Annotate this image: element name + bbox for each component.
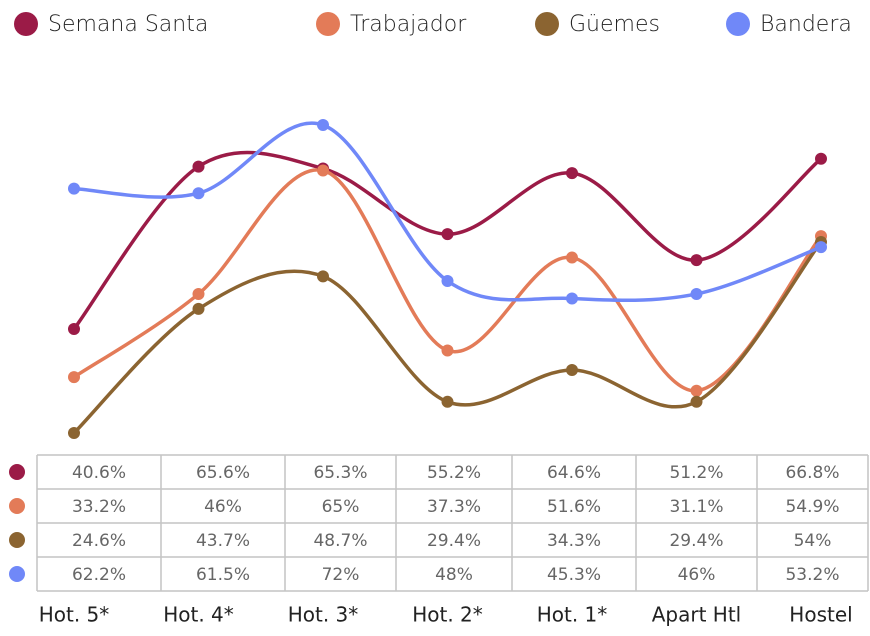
point bbox=[690, 287, 703, 300]
x-tick-label: Hot. 1* bbox=[537, 603, 608, 627]
series-line bbox=[73, 121, 822, 303]
point bbox=[441, 395, 454, 408]
point bbox=[317, 270, 329, 283]
table-cell: 46% bbox=[204, 497, 242, 517]
row-swatch bbox=[9, 498, 25, 514]
point bbox=[441, 274, 454, 287]
x-tick-label: Hot. 3* bbox=[288, 603, 359, 627]
point bbox=[317, 119, 329, 131]
point bbox=[192, 302, 205, 315]
point bbox=[441, 228, 454, 241]
table-cell: 72% bbox=[322, 565, 360, 585]
point bbox=[566, 292, 578, 305]
row-swatch bbox=[9, 566, 25, 582]
table-cell: 61.5% bbox=[196, 565, 250, 585]
legend-label: Bandera bbox=[760, 12, 852, 37]
table-cell: 51.2% bbox=[669, 463, 723, 483]
table-cell: 43.7% bbox=[196, 531, 250, 551]
point bbox=[566, 251, 578, 264]
point bbox=[192, 287, 205, 300]
x-tick-label: Hot. 2* bbox=[412, 603, 483, 627]
table-cell: 34.3% bbox=[547, 531, 601, 551]
point bbox=[690, 384, 703, 397]
point bbox=[68, 182, 80, 195]
x-tick-label: Apart Htl bbox=[652, 603, 742, 627]
point bbox=[815, 152, 827, 165]
point bbox=[690, 395, 703, 408]
table-cell: 46% bbox=[678, 565, 716, 585]
table-cell: 54.9% bbox=[785, 497, 839, 517]
legend-swatch bbox=[14, 12, 38, 36]
table-cell: 40.6% bbox=[72, 463, 126, 483]
legend-swatch bbox=[726, 12, 750, 36]
legend-label: Semana Santa bbox=[48, 12, 208, 37]
table-cell: 29.4% bbox=[427, 531, 481, 551]
point bbox=[566, 167, 578, 180]
table-cell: 53.2% bbox=[785, 565, 839, 585]
table-cell: 48.7% bbox=[313, 531, 367, 551]
table-cell: 64.6% bbox=[547, 463, 601, 483]
table-cell: 45.3% bbox=[547, 565, 601, 585]
table-cell: 66.8% bbox=[785, 463, 839, 483]
table-cell: 33.2% bbox=[72, 497, 126, 517]
table-cell: 48% bbox=[435, 565, 473, 585]
table-cell: 65.6% bbox=[196, 463, 250, 483]
x-tick-label: Hot. 4* bbox=[163, 603, 234, 627]
table-cell: 24.6% bbox=[72, 531, 126, 551]
legend-swatch bbox=[316, 12, 340, 36]
table-cell: 31.1% bbox=[669, 497, 723, 517]
table-cell: 51.6% bbox=[547, 497, 601, 517]
table-cell: 54% bbox=[794, 531, 832, 551]
row-swatch bbox=[9, 532, 25, 548]
point bbox=[68, 427, 80, 439]
table-cell: 65% bbox=[322, 497, 360, 517]
table-cell: 62.2% bbox=[72, 565, 126, 585]
point bbox=[815, 241, 827, 254]
x-tick-label: Hostel bbox=[789, 603, 852, 627]
point bbox=[441, 344, 454, 357]
legend-label: Trabajador bbox=[350, 12, 467, 37]
legend-label: Güemes bbox=[569, 12, 660, 37]
x-tick-label: Hot. 5* bbox=[39, 603, 110, 627]
point bbox=[68, 371, 80, 384]
point bbox=[690, 254, 703, 267]
legend-swatch bbox=[535, 12, 559, 36]
table-cell: 55.2% bbox=[427, 463, 481, 483]
table-cell: 65.3% bbox=[313, 463, 367, 483]
point bbox=[317, 164, 329, 177]
table-cell: 29.4% bbox=[669, 531, 723, 551]
row-swatch bbox=[9, 464, 25, 480]
table-cell: 37.3% bbox=[427, 497, 481, 517]
point bbox=[192, 160, 205, 173]
point bbox=[192, 187, 205, 200]
point bbox=[566, 363, 578, 376]
point bbox=[68, 323, 80, 336]
